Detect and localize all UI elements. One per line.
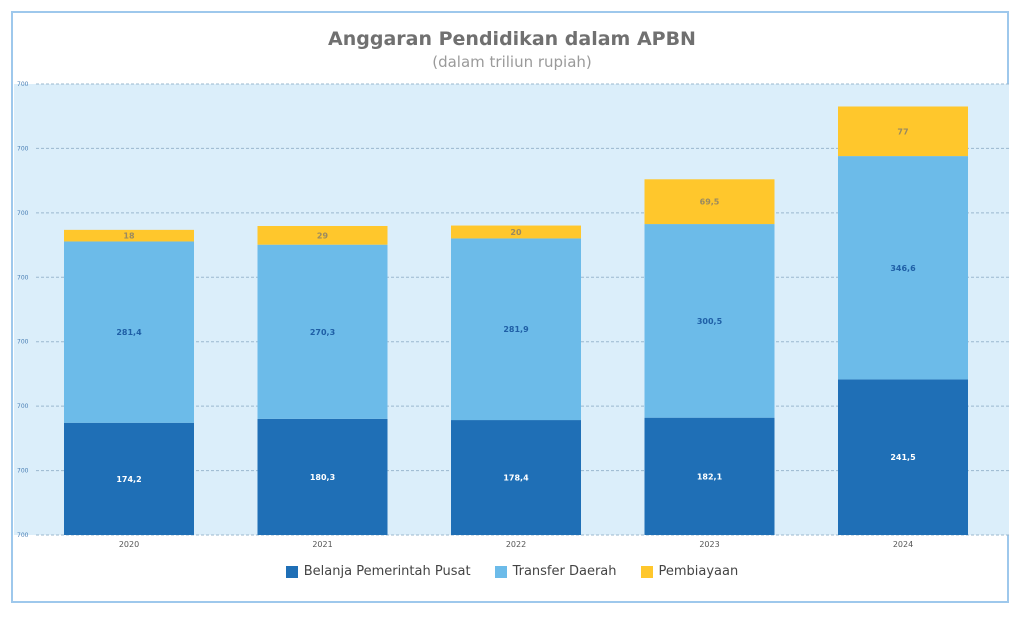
data-label: 77 [897, 127, 908, 136]
chart-title: Anggaran Pendidikan dalam APBN [328, 28, 696, 50]
y-tick-label: 700 [17, 81, 29, 88]
y-tick-label: 700 [17, 532, 29, 539]
data-label: 178,4 [503, 474, 529, 483]
bar-transfer-daerah [644, 224, 775, 418]
bar-transfer-daerah [64, 241, 194, 423]
data-label: 281,9 [503, 325, 529, 334]
y-tick-label: 700 [17, 274, 29, 281]
y-tick-label: 700 [17, 210, 29, 217]
data-label: 300,5 [697, 317, 723, 326]
bar-belanja-pemerintah-pusat [644, 417, 775, 535]
bar-pembiayaan [257, 226, 388, 245]
data-label: 270,3 [310, 328, 335, 337]
data-label: 182,1 [697, 472, 723, 481]
bar-belanja-pemerintah-pusat [64, 422, 194, 535]
bar-transfer-daerah [451, 238, 581, 421]
legend-swatch [494, 565, 507, 578]
y-tick-label: 700 [17, 145, 29, 152]
y-tick-label: 700 [17, 468, 29, 475]
bar-pembiayaan [64, 229, 194, 242]
y-tick-label: 700 [17, 403, 29, 410]
chart-subtitle: (dalam triliun rupiah) [432, 53, 592, 71]
data-label: 174,2 [116, 475, 141, 484]
legend-item: Transfer Daerah [494, 564, 617, 579]
bar-pembiayaan [644, 179, 775, 225]
legend-label: Pembiayaan [658, 564, 739, 579]
x-tick-label: 2021 [312, 540, 332, 549]
x-tick-label: 2020 [119, 540, 139, 549]
legend-swatch [640, 565, 653, 578]
legend: Belanja Pemerintah Pusat Transfer Daerah P… [0, 564, 1024, 579]
x-tick-label: 2024 [893, 540, 913, 549]
bar-belanja-pemerintah-pusat [451, 420, 581, 535]
data-label: 346,6 [890, 264, 916, 273]
legend-swatch [285, 565, 298, 578]
legend-label: Transfer Daerah [512, 564, 617, 579]
bar-pembiayaan [451, 225, 581, 239]
data-label: 18 [123, 232, 135, 241]
bar-belanja-pemerintah-pusat [838, 379, 968, 535]
bar-belanja-pemerintah-pusat [257, 418, 388, 535]
data-label: 69,5 [700, 198, 720, 207]
bar-pembiayaan [838, 106, 968, 157]
legend-label: Belanja Pemerintah Pusat [303, 564, 471, 579]
legend-item: Pembiayaan [640, 564, 739, 579]
bar-transfer-daerah [257, 244, 388, 419]
data-label: 241,5 [890, 453, 916, 462]
x-tick-label: 2022 [506, 540, 526, 549]
data-label: 281,4 [116, 328, 142, 337]
data-label: 20 [510, 228, 522, 237]
bar-transfer-daerah [838, 156, 968, 380]
data-label: 180,3 [310, 473, 335, 482]
data-label: 29 [317, 231, 329, 240]
y-tick-label: 700 [17, 339, 29, 346]
x-tick-label: 2023 [699, 540, 719, 549]
legend-item: Belanja Pemerintah Pusat [285, 564, 471, 579]
